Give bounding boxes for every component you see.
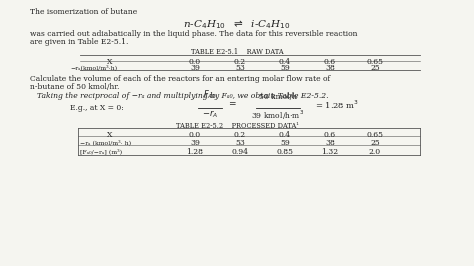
Text: are given in Table E2-5.1.: are given in Table E2-5.1. xyxy=(30,38,128,46)
Text: 0.2: 0.2 xyxy=(234,131,246,139)
Text: The isomerization of butane: The isomerization of butane xyxy=(30,8,137,16)
Text: 53: 53 xyxy=(235,64,245,72)
Text: 1.32: 1.32 xyxy=(321,148,338,156)
Text: 0.0: 0.0 xyxy=(189,131,201,139)
Text: 0.2: 0.2 xyxy=(234,58,246,66)
Text: Calculate the volume of each of the reactors for an entering molar flow rate of: Calculate the volume of each of the reac… xyxy=(30,75,330,83)
Text: $-r_A$: $-r_A$ xyxy=(202,109,218,120)
Text: X: X xyxy=(107,131,113,139)
Text: 0.6: 0.6 xyxy=(324,58,336,66)
Text: −rₐ (kmol/m³· h): −rₐ (kmol/m³· h) xyxy=(80,139,131,145)
Text: 39 kmol/h$\cdot$m$^3$: 39 kmol/h$\cdot$m$^3$ xyxy=(251,109,305,122)
Text: = 1.28 m$^3$: = 1.28 m$^3$ xyxy=(315,99,359,111)
Text: 25: 25 xyxy=(370,64,380,72)
Text: 2.0: 2.0 xyxy=(369,148,381,156)
Text: 0.94: 0.94 xyxy=(231,148,248,156)
Text: 39: 39 xyxy=(190,64,200,72)
Text: 0.4: 0.4 xyxy=(279,58,291,66)
Text: 38: 38 xyxy=(325,139,335,147)
Text: TABLE E2-5.1    RAW DATA: TABLE E2-5.1 RAW DATA xyxy=(191,48,283,56)
Text: 0.65: 0.65 xyxy=(366,131,383,139)
Text: 50 kmol/h: 50 kmol/h xyxy=(259,93,297,101)
Text: 1.28: 1.28 xyxy=(186,148,203,156)
Text: [Fₐ₀/−rₐ] (m³): [Fₐ₀/−rₐ] (m³) xyxy=(80,148,122,154)
Text: n-butane of 50 kmol/hr.: n-butane of 50 kmol/hr. xyxy=(30,83,119,91)
Text: 0.0: 0.0 xyxy=(189,58,201,66)
Text: Taking the reciprocal of −rₐ and multiplying by Fₐ₀, we obtain Table E2-5.2.: Taking the reciprocal of −rₐ and multipl… xyxy=(37,92,328,100)
Text: 59: 59 xyxy=(280,64,290,72)
Text: 0.6: 0.6 xyxy=(324,131,336,139)
Text: =: = xyxy=(228,101,236,110)
Text: TABLE E2-5.2    PROCESSED DATA¹: TABLE E2-5.2 PROCESSED DATA¹ xyxy=(175,122,299,130)
Text: X: X xyxy=(107,58,113,66)
Text: $F_{A0}$: $F_{A0}$ xyxy=(203,89,217,101)
Text: 0.85: 0.85 xyxy=(276,148,293,156)
Text: 53: 53 xyxy=(235,139,245,147)
Text: E.g., at X = 0:: E.g., at X = 0: xyxy=(70,104,124,112)
Text: was carried out adiabatically in the liquid phase. The data for this reversible : was carried out adiabatically in the liq… xyxy=(30,30,357,38)
Text: 39: 39 xyxy=(190,139,200,147)
Text: 0.4: 0.4 xyxy=(279,131,291,139)
Text: 59: 59 xyxy=(280,139,290,147)
Text: 38: 38 xyxy=(325,64,335,72)
Text: 0.65: 0.65 xyxy=(366,58,383,66)
Text: 25: 25 xyxy=(370,139,380,147)
Text: n-C$_4$H$_{10}$  $\rightleftharpoons$  i-C$_4$H$_{10}$: n-C$_4$H$_{10}$ $\rightleftharpoons$ i-C… xyxy=(183,18,291,31)
Text: −rₐ(kmol/m³·h): −rₐ(kmol/m³·h) xyxy=(70,64,117,70)
